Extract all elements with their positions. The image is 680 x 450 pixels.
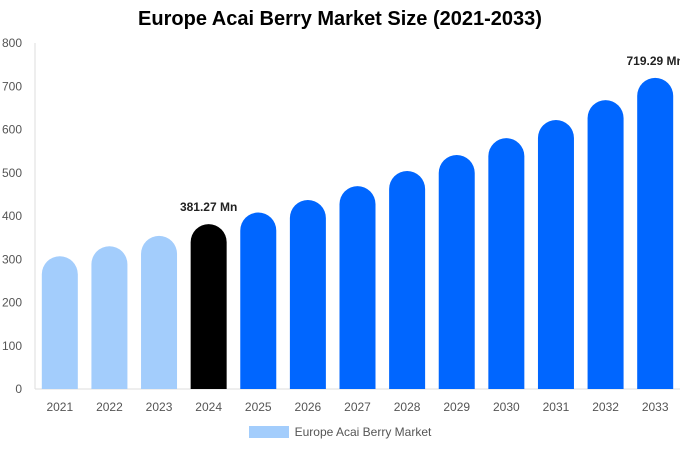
bar-2032 xyxy=(587,100,624,389)
bar-2024 xyxy=(190,224,227,389)
y-tick-label: 200 xyxy=(2,296,22,310)
bar-2025 xyxy=(240,212,277,389)
legend: Europe Acai Berry Market xyxy=(0,425,680,439)
x-tick-label: 2029 xyxy=(443,400,470,414)
x-tick-label: 2025 xyxy=(245,400,272,414)
y-tick-label: 500 xyxy=(2,166,22,180)
bar-2021 xyxy=(41,256,78,389)
bar-2023 xyxy=(141,235,178,389)
x-tick-label: 2023 xyxy=(146,400,173,414)
bar-2028 xyxy=(389,171,426,389)
y-tick-label: 800 xyxy=(2,36,22,50)
y-tick-label: 600 xyxy=(2,123,22,137)
y-tick-label: 0 xyxy=(15,382,22,396)
x-tick-label: 2031 xyxy=(543,400,570,414)
legend-swatch xyxy=(248,426,289,438)
bar-2030 xyxy=(488,138,525,389)
x-tick-label: 2028 xyxy=(394,400,421,414)
bar-2033 xyxy=(637,77,674,389)
chart-title: Europe Acai Berry Market Size (2021-2033… xyxy=(138,8,542,30)
bar-2027 xyxy=(339,186,376,389)
bar-2029 xyxy=(438,155,475,389)
x-tick-label: 2032 xyxy=(592,400,619,414)
y-tick-label: 400 xyxy=(2,209,22,223)
x-tick-label: 2030 xyxy=(493,400,520,414)
legend-label: Europe Acai Berry Market xyxy=(294,425,432,439)
x-tick-label: 2024 xyxy=(195,400,222,414)
bar-2026 xyxy=(289,199,326,389)
x-tick-label: 2033 xyxy=(642,400,669,414)
x-tick-label: 2022 xyxy=(96,400,123,414)
bar-2022 xyxy=(91,246,128,389)
x-tick-label: 2026 xyxy=(295,400,322,414)
y-tick-label: 700 xyxy=(2,79,22,93)
y-tick-label: 100 xyxy=(2,339,22,353)
data-label: 719.29 Mn xyxy=(627,54,680,68)
bar-2031 xyxy=(537,119,574,390)
x-tick-label: 2027 xyxy=(344,400,371,414)
x-tick-label: 2021 xyxy=(46,400,73,414)
y-tick-label: 300 xyxy=(2,252,22,266)
data-label: 381.27 Mn xyxy=(180,200,237,214)
